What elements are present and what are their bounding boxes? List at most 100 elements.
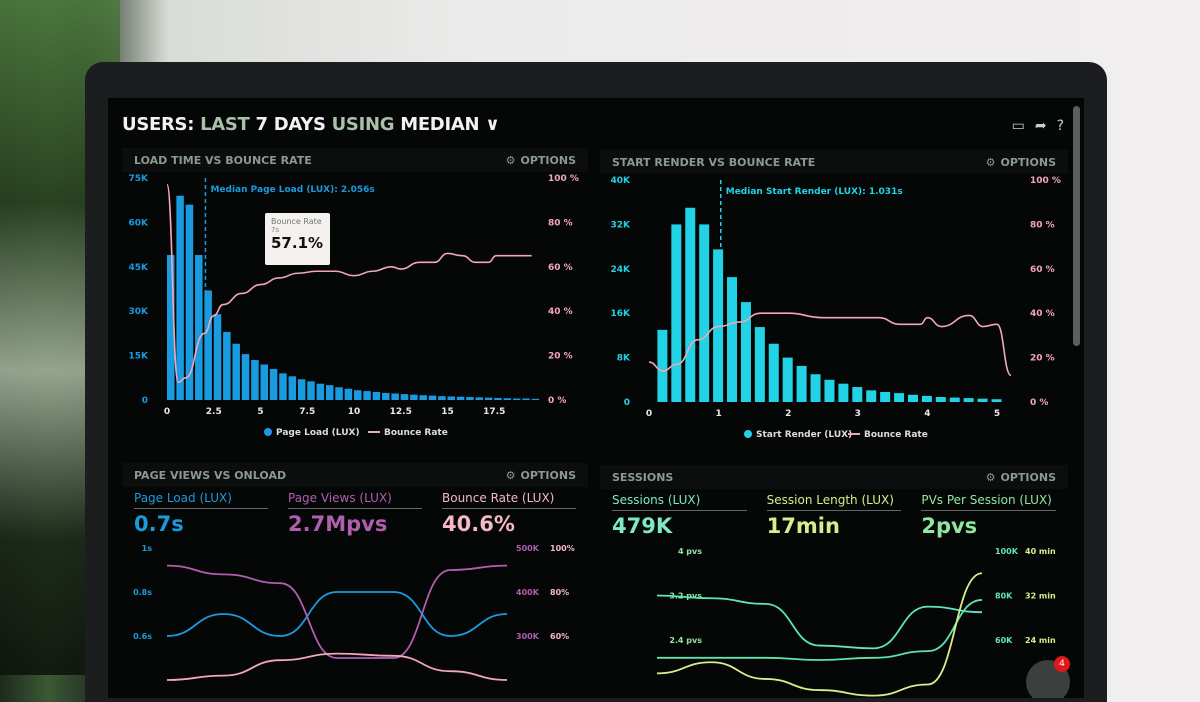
y-tick-right: 40 %	[1030, 309, 1055, 319]
kpi-value: 0.7s	[134, 512, 184, 536]
kpi-value: 40.6%	[442, 512, 515, 536]
page-title[interactable]: USERS: LAST 7 DAYS USING MEDIAN ∨	[122, 114, 500, 135]
y-tick-left: 32K	[611, 220, 632, 230]
bar	[894, 393, 905, 402]
kpi-bounce-rate: Bounce Rate (LUX) 40.6%	[442, 491, 576, 536]
x-tick: 0	[164, 407, 170, 417]
y-tick-right: 80 %	[548, 218, 573, 228]
bar	[475, 397, 484, 400]
bar	[657, 329, 668, 402]
bar	[991, 399, 1002, 402]
y-tick-left: 75K	[129, 174, 150, 184]
kpi-label: Session Length (LUX)	[766, 493, 902, 511]
bar	[195, 254, 203, 400]
x-tick: 5	[994, 409, 1000, 419]
bar	[531, 398, 540, 400]
options-button[interactable]: ⚙ OPTIONS	[986, 156, 1056, 169]
kpi-label: Page Load (LUX)	[134, 491, 268, 509]
options-button[interactable]: ⚙ OPTIONS	[506, 469, 576, 482]
x-tick: 5	[257, 407, 263, 417]
x-tick: 4	[924, 409, 930, 419]
bar	[456, 396, 465, 400]
bar	[269, 368, 278, 400]
y-tick-right: 0 %	[548, 396, 566, 406]
panel-start-render: START RENDER VS BOUNCE RATE ⚙ OPTIONS	[600, 150, 1068, 450]
bar	[410, 394, 418, 400]
x-tick: 15	[441, 407, 454, 417]
tooltip: Bounce Rate 7s 57.1%	[265, 213, 330, 265]
help-icon[interactable]: ?	[1056, 118, 1064, 134]
bar	[907, 394, 918, 402]
bar	[419, 395, 427, 400]
y-tick-left: 45K	[129, 263, 150, 273]
panel-sessions: SESSIONS ⚙ OPTIONS Sessions (LUX) 479K Sess…	[600, 465, 1068, 698]
bar	[522, 398, 530, 400]
legend-label: Bounce Rate	[864, 430, 928, 440]
legend-label: Page Load (LUX)	[276, 428, 360, 438]
y-tick-right: 60K	[995, 636, 1013, 645]
bar	[810, 374, 821, 402]
bar	[494, 397, 502, 400]
tooltip-title: Bounce Rate	[271, 217, 322, 226]
y-tick-right: 40 %	[548, 307, 573, 317]
options-button[interactable]: ⚙ OPTIONS	[506, 154, 576, 167]
share-icon[interactable]: ➦	[1034, 118, 1047, 134]
y-tick-left: 60K	[129, 218, 150, 228]
scrollbar[interactable]	[1073, 106, 1080, 346]
bar	[438, 396, 446, 400]
bar	[880, 392, 891, 402]
panel-page-views: PAGE VIEWS VS ONLOAD ⚙ OPTIONS Page Load (…	[122, 463, 588, 698]
bar	[838, 383, 849, 402]
title-last: LAST	[200, 114, 250, 135]
y-tick-right: 100K	[995, 547, 1019, 556]
y-tick-right: 500K	[516, 544, 540, 553]
y-tick-right: 40 min	[1025, 547, 1056, 556]
options-button[interactable]: ⚙ OPTIONS	[986, 471, 1056, 484]
bar	[176, 195, 184, 400]
bar	[382, 392, 390, 400]
bar	[344, 388, 353, 400]
series-line	[656, 594, 983, 650]
series-line	[166, 591, 508, 637]
bar	[307, 381, 315, 400]
title-using: USING	[331, 114, 395, 135]
panel-load-time: LOAD TIME VS BOUNCE RATE ⚙ OPTIONS	[122, 148, 588, 448]
bar	[921, 395, 932, 402]
x-tick: 0	[646, 409, 652, 419]
kpi-page-load: Page Load (LUX) 0.7s	[134, 491, 268, 536]
series-line	[656, 599, 983, 661]
x-tick: 10	[348, 407, 361, 417]
bar	[484, 397, 493, 400]
x-tick: 7.5	[299, 407, 315, 417]
bar	[363, 391, 371, 400]
bar	[740, 302, 751, 402]
gear-icon: ⚙	[985, 470, 996, 484]
y-tick-right: 20 %	[548, 352, 573, 362]
bar	[699, 224, 710, 402]
options-label: OPTIONS	[1000, 155, 1057, 169]
y-tick-left: 0.6s	[133, 632, 152, 641]
bar	[727, 277, 738, 402]
y-tick-left: 40K	[611, 176, 632, 186]
bar	[251, 360, 259, 400]
y-tick-right: 32 min	[1025, 592, 1056, 601]
bar	[949, 397, 960, 402]
panel-title: LOAD TIME VS BOUNCE RATE	[134, 153, 312, 167]
options-label: OPTIONS	[1000, 470, 1057, 484]
bar	[754, 327, 765, 402]
y-tick-right: 400K	[516, 588, 540, 597]
y-tick-left: 30K	[129, 307, 150, 317]
panel-title: START RENDER VS BOUNCE RATE	[612, 155, 816, 169]
title-metric: MEDIAN	[400, 114, 480, 135]
y-tick-left: 0	[624, 398, 630, 408]
bar	[241, 354, 250, 400]
kpi-label: Sessions (LUX)	[612, 493, 747, 511]
y-tick-right: 60 %	[548, 263, 573, 273]
panel-title: SESSIONS	[612, 470, 674, 484]
y-tick-right: 300K	[516, 632, 540, 641]
chevron-down-icon[interactable]: ∨	[485, 114, 500, 135]
y-tick-left: 16K	[611, 309, 632, 319]
bar	[685, 207, 696, 402]
monitor-icon[interactable]: ▭	[1011, 118, 1025, 134]
bar	[316, 383, 325, 400]
